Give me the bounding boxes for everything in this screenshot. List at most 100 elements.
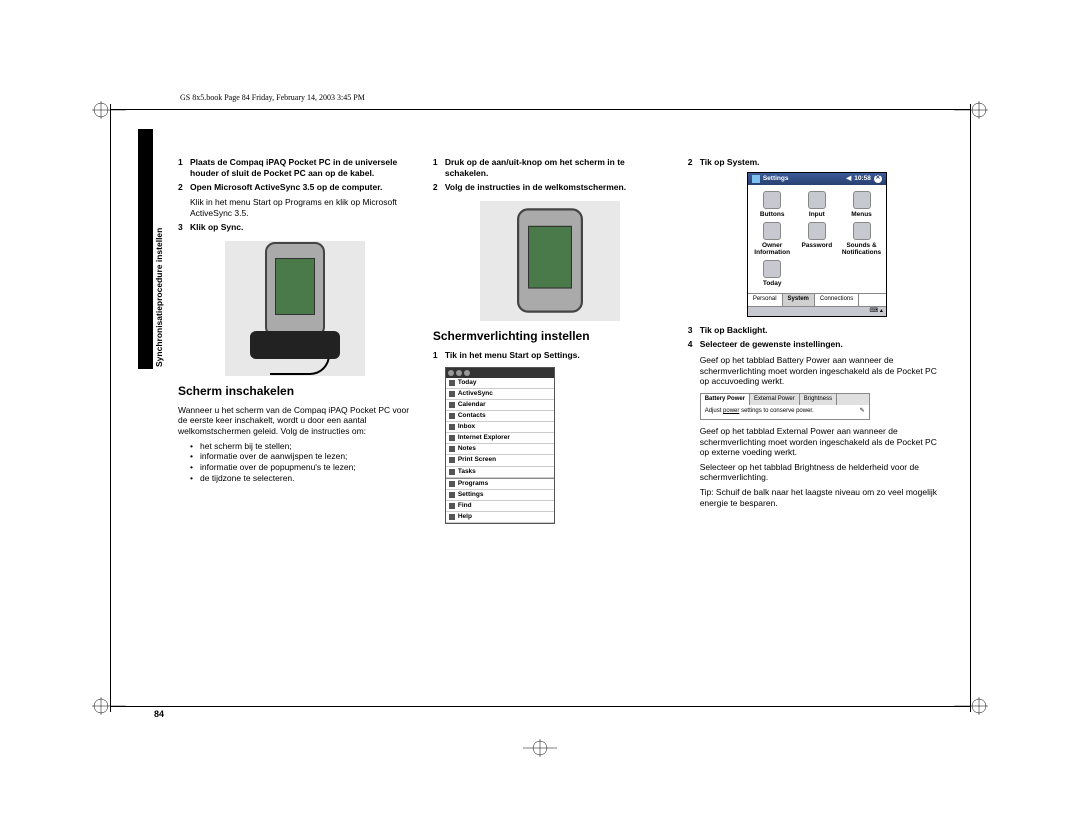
settings-item-icon [853,222,871,240]
settings-item-icon [763,222,781,240]
settings-item-icon [808,222,826,240]
start-menu-screenshot: TodayActiveSyncCalendarContactsInboxInte… [445,367,555,525]
step-text: Selecteer de gewenste instellingen. [700,339,946,350]
menu-item: Notes [446,444,554,455]
app-icon [449,402,455,408]
bullet-item: •informatie over de aanwijspen te lezen; [190,451,413,462]
content-columns: 1Plaats de Compaq iPAQ Pocket PC in de u… [178,157,946,693]
step-number: 2 [433,182,445,193]
menu-item: Programs [446,479,554,490]
crop-mark-icon [523,739,557,757]
menu-item: Find [446,501,554,512]
intro-paragraph: Wanneer u het scherm van de Compaq iPAQ … [178,405,413,437]
settings-item-icon [808,191,826,209]
step: 2Volg de instructies in de welkomstscher… [433,182,668,193]
step-text: Druk op de aan/uit-knop om het scherm in… [445,157,668,178]
app-icon [449,457,455,463]
stylus-icon: ✎ [860,408,865,416]
paragraph: Tip: Schuif de balk naar het laagste niv… [700,487,946,508]
step-text: Klik in het menu Start op Programs en kl… [190,197,413,218]
settings-titlebar: Settings ◀ 10:58 ✕ [748,173,886,185]
step: Klik in het menu Start op Programs en kl… [178,197,413,218]
find-icon [464,370,470,376]
settings-tab: Personal [748,294,783,306]
backlight-tab: External Power [750,394,800,406]
step: 3Klik op Sync. [178,222,413,233]
settings-item-icon [763,260,781,278]
step-text: Tik op Backlight. [700,325,946,336]
app-icon [449,380,455,386]
step-number: 1 [433,350,445,361]
settings-icon-cell: Password [797,222,838,256]
app-icon [449,492,455,498]
menu-item: Print Screen [446,455,554,466]
menu-item: Inbox [446,422,554,433]
app-icon [449,446,455,452]
header-line: GS 8x5.book Page 84 Friday, February 14,… [180,93,365,102]
app-icon [449,413,455,419]
step: 3Tik op Backlight. [688,325,946,336]
settings-item-icon [763,191,781,209]
paragraph: Geef op het tabblad External Power aan w… [700,426,946,458]
settings-icon-cell: Sounds & Notifications [841,222,882,256]
backlight-note: Adjust power settings to conserve power.… [701,405,869,419]
menu-titlebar [446,368,554,378]
step-text: Open Microsoft ActiveSync 3.5 op de comp… [190,182,413,193]
step: 1Plaats de Compaq iPAQ Pocket PC in de u… [178,157,413,178]
step: 1 Tik in het menu Start op Settings. [433,350,668,361]
heading-scherm-inschakelen: Scherm inschakelen [178,384,413,399]
settings-icon-cell: Owner Information [752,222,793,256]
audio-icon [456,370,462,376]
settings-item-icon [853,191,871,209]
heading-schermverlichting: Schermverlichting instellen [433,329,668,344]
step-text: Volg de instructies in de welkomstscherm… [445,182,668,193]
backlight-tab: Battery Power [701,394,750,406]
settings-icon-cell: Input [797,191,838,218]
app-icon [449,391,455,397]
step-number: 1 [433,157,445,178]
column-3: 2 Tik op System. Settings ◀ 10:58 ✕ Butt… [688,157,946,693]
bullet-list: •het scherm bij te stellen;•informatie o… [190,441,413,484]
page-number: 84 [154,709,164,719]
settings-title: Settings [763,175,789,183]
settings-tab: Connections [815,294,859,306]
column-1: 1Plaats de Compaq iPAQ Pocket PC in de u… [178,157,413,693]
paragraph: Selecteer op het tabblad Brightness de h… [700,462,946,483]
step: 2Open Microsoft ActiveSync 3.5 op de com… [178,182,413,193]
start-icon [448,370,454,376]
step-text: Tik op System. [700,157,946,168]
menu-item: Help [446,512,554,523]
step-text: Klik op Sync. [190,222,413,233]
app-icon [449,469,455,475]
app-icon [449,514,455,520]
settings-icon-cell: Today [752,260,793,287]
windows-icon [752,175,760,183]
device-cradle-photo [225,241,365,376]
step-text: Tik in het menu Start op Settings. [445,350,668,361]
settings-icon-cell: Menus [841,191,882,218]
bullet-item: •het scherm bij te stellen; [190,441,413,452]
menu-item: Settings [446,490,554,501]
column-2: 1Druk op de aan/uit-knop om het scherm i… [433,157,668,693]
settings-tab: System [783,294,815,306]
menu-item: Contacts [446,411,554,422]
app-icon [449,503,455,509]
step: 4Selecteer de gewenste instellingen. [688,339,946,350]
settings-icon-cell: Buttons [752,191,793,218]
step: 2 Tik op System. [688,157,946,168]
sip-bar: ⌨ ▴ [748,306,886,316]
section-label: Synchronisatieprocedure instellen [154,228,164,367]
manual-page: GS 8x5.book Page 84 Friday, February 14,… [110,87,970,747]
section-tab [138,129,153,369]
close-icon: ✕ [874,175,882,183]
step-number: 3 [688,325,700,336]
step-number: 2 [178,182,190,193]
menu-item: Calendar [446,400,554,411]
step-number: 4 [688,339,700,350]
step-number: 1 [178,157,190,178]
paragraph: Geef op het tabblad Battery Power aan wa… [700,355,946,387]
step-text: Plaats de Compaq iPAQ Pocket PC in de un… [190,157,413,178]
settings-screenshot: Settings ◀ 10:58 ✕ ButtonsInputMenus Owne… [747,172,887,317]
menu-item: ActiveSync [446,389,554,400]
bullet-item: •informatie over de popupmenu's te lezen… [190,462,413,473]
